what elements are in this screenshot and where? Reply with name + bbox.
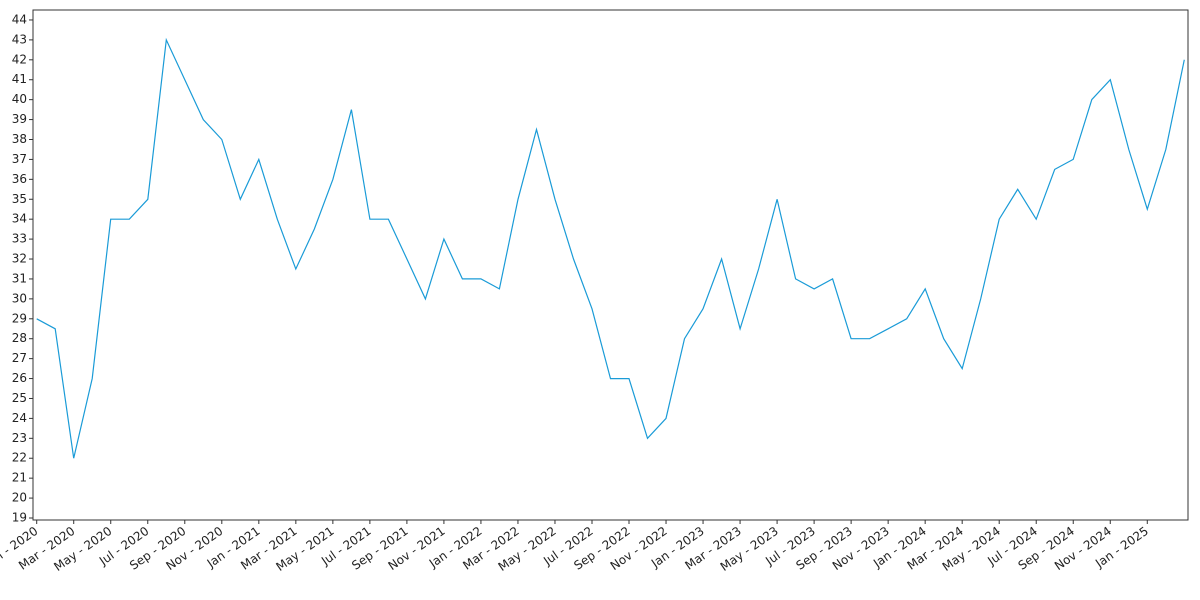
y-tick-label: 24 — [12, 411, 27, 425]
y-tick-label: 28 — [12, 331, 27, 345]
y-tick-label: 20 — [12, 491, 27, 505]
y-tick-label: 39 — [12, 112, 27, 126]
y-tick-label: 37 — [12, 152, 27, 166]
y-tick-label: 21 — [12, 471, 27, 485]
y-tick-label: 33 — [12, 232, 27, 246]
y-tick-label: 35 — [12, 192, 27, 206]
y-tick-label: 44 — [12, 12, 27, 26]
y-tick-label: 23 — [12, 431, 27, 445]
y-tick-label: 36 — [12, 172, 27, 186]
y-tick-label: 30 — [12, 291, 27, 305]
y-tick-label: 27 — [12, 351, 27, 365]
y-tick-label: 32 — [12, 252, 27, 266]
y-tick-label: 25 — [12, 391, 27, 405]
y-tick-label: 42 — [12, 52, 27, 66]
y-tick-label: 19 — [12, 511, 27, 525]
y-tick-label: 41 — [12, 72, 27, 86]
y-tick-label: 38 — [12, 132, 27, 146]
y-tick-label: 31 — [12, 271, 27, 285]
y-tick-label: 43 — [12, 32, 27, 46]
y-tick-label: 26 — [12, 371, 27, 385]
plot-frame — [32, 9, 1189, 521]
y-tick-label: 22 — [12, 451, 27, 465]
y-tick-label: 40 — [12, 92, 27, 106]
y-tick-label: 29 — [12, 311, 27, 325]
data-line — [36, 37, 1185, 459]
y-tick-label: 34 — [12, 212, 27, 226]
